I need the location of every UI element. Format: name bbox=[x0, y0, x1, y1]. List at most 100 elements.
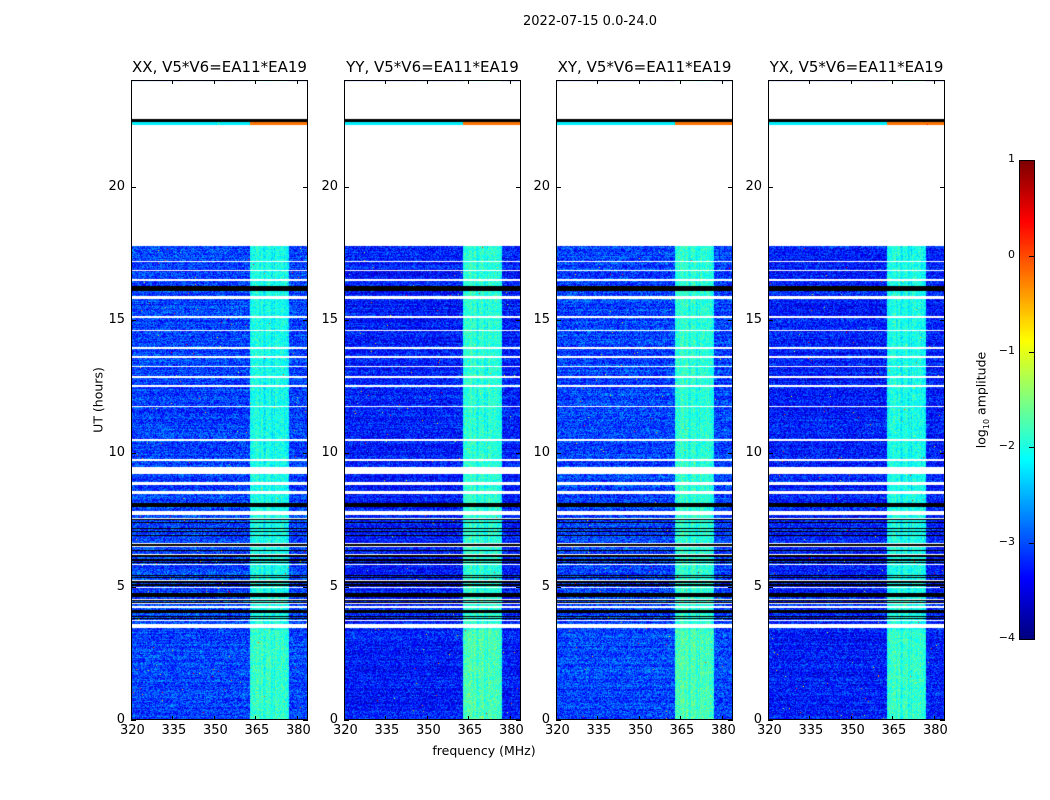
spectrogram-3 bbox=[768, 80, 945, 720]
y-tick bbox=[940, 453, 945, 455]
y-tick-label: 10 bbox=[108, 445, 125, 461]
axes-frame bbox=[768, 80, 945, 720]
y-tick bbox=[344, 186, 349, 188]
x-tick bbox=[255, 80, 257, 84]
y-tick bbox=[728, 586, 733, 588]
x-tick bbox=[809, 80, 811, 84]
panel-title: YY, V5*V6=EA11*EA19 bbox=[346, 58, 519, 76]
y-tick bbox=[556, 320, 561, 321]
x-tick bbox=[556, 80, 557, 84]
y-tick bbox=[344, 320, 349, 321]
x-tick bbox=[509, 80, 511, 84]
x-tick bbox=[892, 80, 894, 84]
x-tick bbox=[768, 80, 769, 84]
x-tick bbox=[255, 716, 257, 720]
y-tick bbox=[556, 586, 561, 588]
y-tick-label: 0 bbox=[329, 712, 338, 727]
y-tick bbox=[940, 720, 945, 721]
y-tick bbox=[303, 586, 308, 588]
y-tick-label: 15 bbox=[108, 312, 125, 327]
y-tick bbox=[303, 186, 308, 188]
panel-1: YY, V5*V6=EA11*EA19 320 335 350 365 380 0 5 10 15… bbox=[321, 58, 523, 738]
y-tick bbox=[516, 720, 521, 721]
x-tick-label: 335 bbox=[161, 723, 187, 738]
x-tick-label: 350 bbox=[839, 723, 865, 738]
y-tick bbox=[516, 320, 521, 321]
y-tick bbox=[768, 453, 773, 455]
figure-title: 2022-07-15 0.0-24.0 bbox=[523, 14, 657, 29]
colorbar-label: log10 amplitude bbox=[973, 351, 991, 449]
x-tick-label: 335 bbox=[798, 723, 824, 738]
colorbar-tick bbox=[1029, 447, 1034, 449]
y-tick bbox=[344, 720, 349, 721]
colorbar-tick bbox=[1029, 160, 1034, 161]
y-tick-label: 20 bbox=[533, 178, 550, 194]
y-tick bbox=[303, 720, 308, 721]
x-tick bbox=[509, 716, 511, 720]
colorbar-tick bbox=[1029, 255, 1034, 257]
x-tick-label: 320 bbox=[757, 723, 782, 738]
y-tick-label: 5 bbox=[541, 578, 550, 594]
x-tick-label: 365 bbox=[244, 723, 270, 738]
panel-0: XX, V5*V6=EA11*EA19 320 335 350 365 380 0 5 10 15… bbox=[108, 58, 310, 738]
x-tick bbox=[426, 80, 428, 84]
colorbar-tick bbox=[1029, 543, 1034, 545]
x-tick-label: 380 bbox=[285, 723, 311, 738]
y-tick-label: 0 bbox=[541, 712, 550, 727]
x-tick bbox=[213, 80, 215, 84]
x-tick bbox=[468, 716, 470, 720]
x-tick-label: 320 bbox=[120, 723, 145, 738]
x-tick bbox=[809, 716, 811, 720]
x-tick-label: 320 bbox=[333, 723, 358, 738]
y-tick bbox=[768, 720, 773, 721]
y-tick bbox=[131, 320, 136, 321]
y-tick-label: 5 bbox=[753, 578, 762, 594]
panel-title: XX, V5*V6=EA11*EA19 bbox=[132, 58, 307, 76]
x-tick bbox=[680, 80, 682, 84]
colorbar-tick bbox=[1029, 639, 1034, 640]
x-tick-label: 380 bbox=[710, 723, 736, 738]
y-tick-label: 15 bbox=[533, 312, 550, 327]
x-tick bbox=[131, 80, 132, 84]
x-tick-label: 380 bbox=[498, 723, 524, 738]
x-tick bbox=[172, 716, 174, 720]
axes-frame bbox=[131, 80, 308, 720]
x-tick bbox=[680, 716, 682, 720]
x-tick bbox=[933, 716, 935, 720]
x-tick bbox=[426, 716, 428, 720]
x-tick bbox=[638, 80, 640, 84]
x-tick bbox=[721, 80, 723, 84]
y-tick bbox=[344, 453, 349, 455]
x-tick bbox=[344, 80, 345, 84]
y-tick bbox=[131, 453, 136, 455]
x-tick bbox=[468, 80, 470, 84]
y-tick bbox=[303, 320, 308, 321]
x-tick bbox=[172, 80, 174, 84]
colorbar bbox=[1019, 160, 1035, 640]
spectrogram-1 bbox=[344, 80, 521, 720]
x-tick bbox=[296, 80, 298, 84]
y-tick-label: 10 bbox=[321, 445, 338, 461]
x-tick bbox=[597, 716, 599, 720]
axes-frame bbox=[556, 80, 733, 720]
axes-frame bbox=[344, 80, 521, 720]
y-tick-label: 5 bbox=[329, 578, 338, 594]
x-axis-label: frequency (MHz) bbox=[432, 743, 536, 758]
x-tick bbox=[344, 716, 345, 720]
y-tick-label: 10 bbox=[533, 445, 550, 461]
x-tick-label: 350 bbox=[415, 723, 441, 738]
spectrogram-0 bbox=[131, 80, 308, 720]
y-tick bbox=[516, 186, 521, 188]
y-tick-label: 5 bbox=[116, 578, 125, 594]
x-tick-label: 380 bbox=[922, 723, 948, 738]
x-tick-label: 320 bbox=[545, 723, 570, 738]
y-tick bbox=[940, 320, 945, 321]
colorbar-tick-label: −2 bbox=[998, 439, 1015, 453]
x-tick bbox=[721, 716, 723, 720]
x-tick bbox=[385, 716, 387, 720]
panel-title: XY, V5*V6=EA11*EA19 bbox=[557, 58, 732, 76]
y-tick-label: 20 bbox=[108, 178, 125, 194]
y-tick bbox=[556, 720, 561, 721]
x-tick bbox=[556, 716, 557, 720]
